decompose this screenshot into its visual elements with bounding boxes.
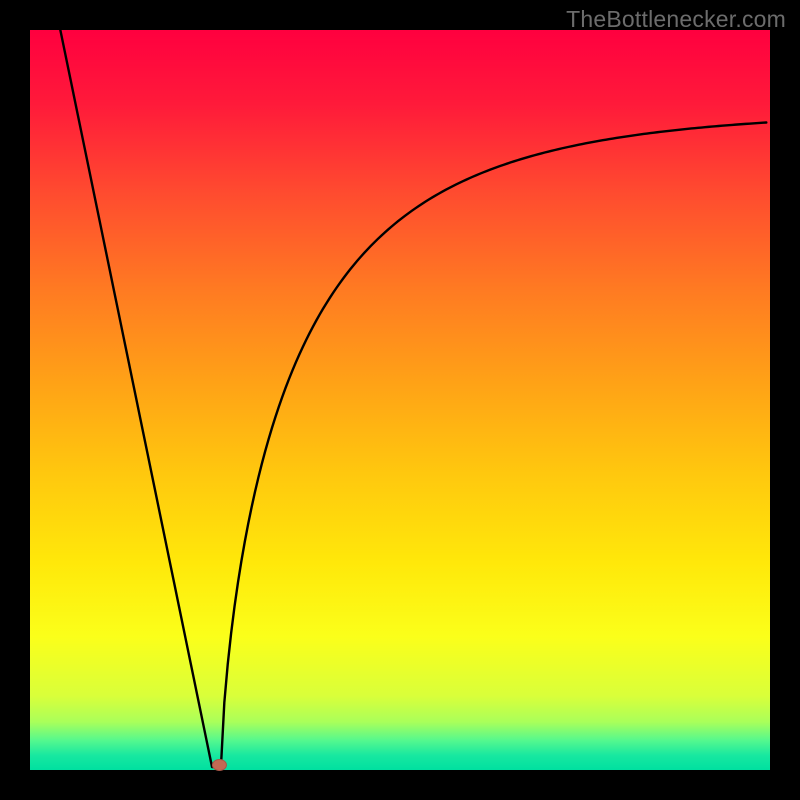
chart-container: TheBottlenecker.com [0,0,800,800]
optimal-point-marker [212,760,226,771]
watermark-text: TheBottlenecker.com [566,6,786,33]
chart-svg [0,0,800,800]
plot-area [30,30,770,770]
